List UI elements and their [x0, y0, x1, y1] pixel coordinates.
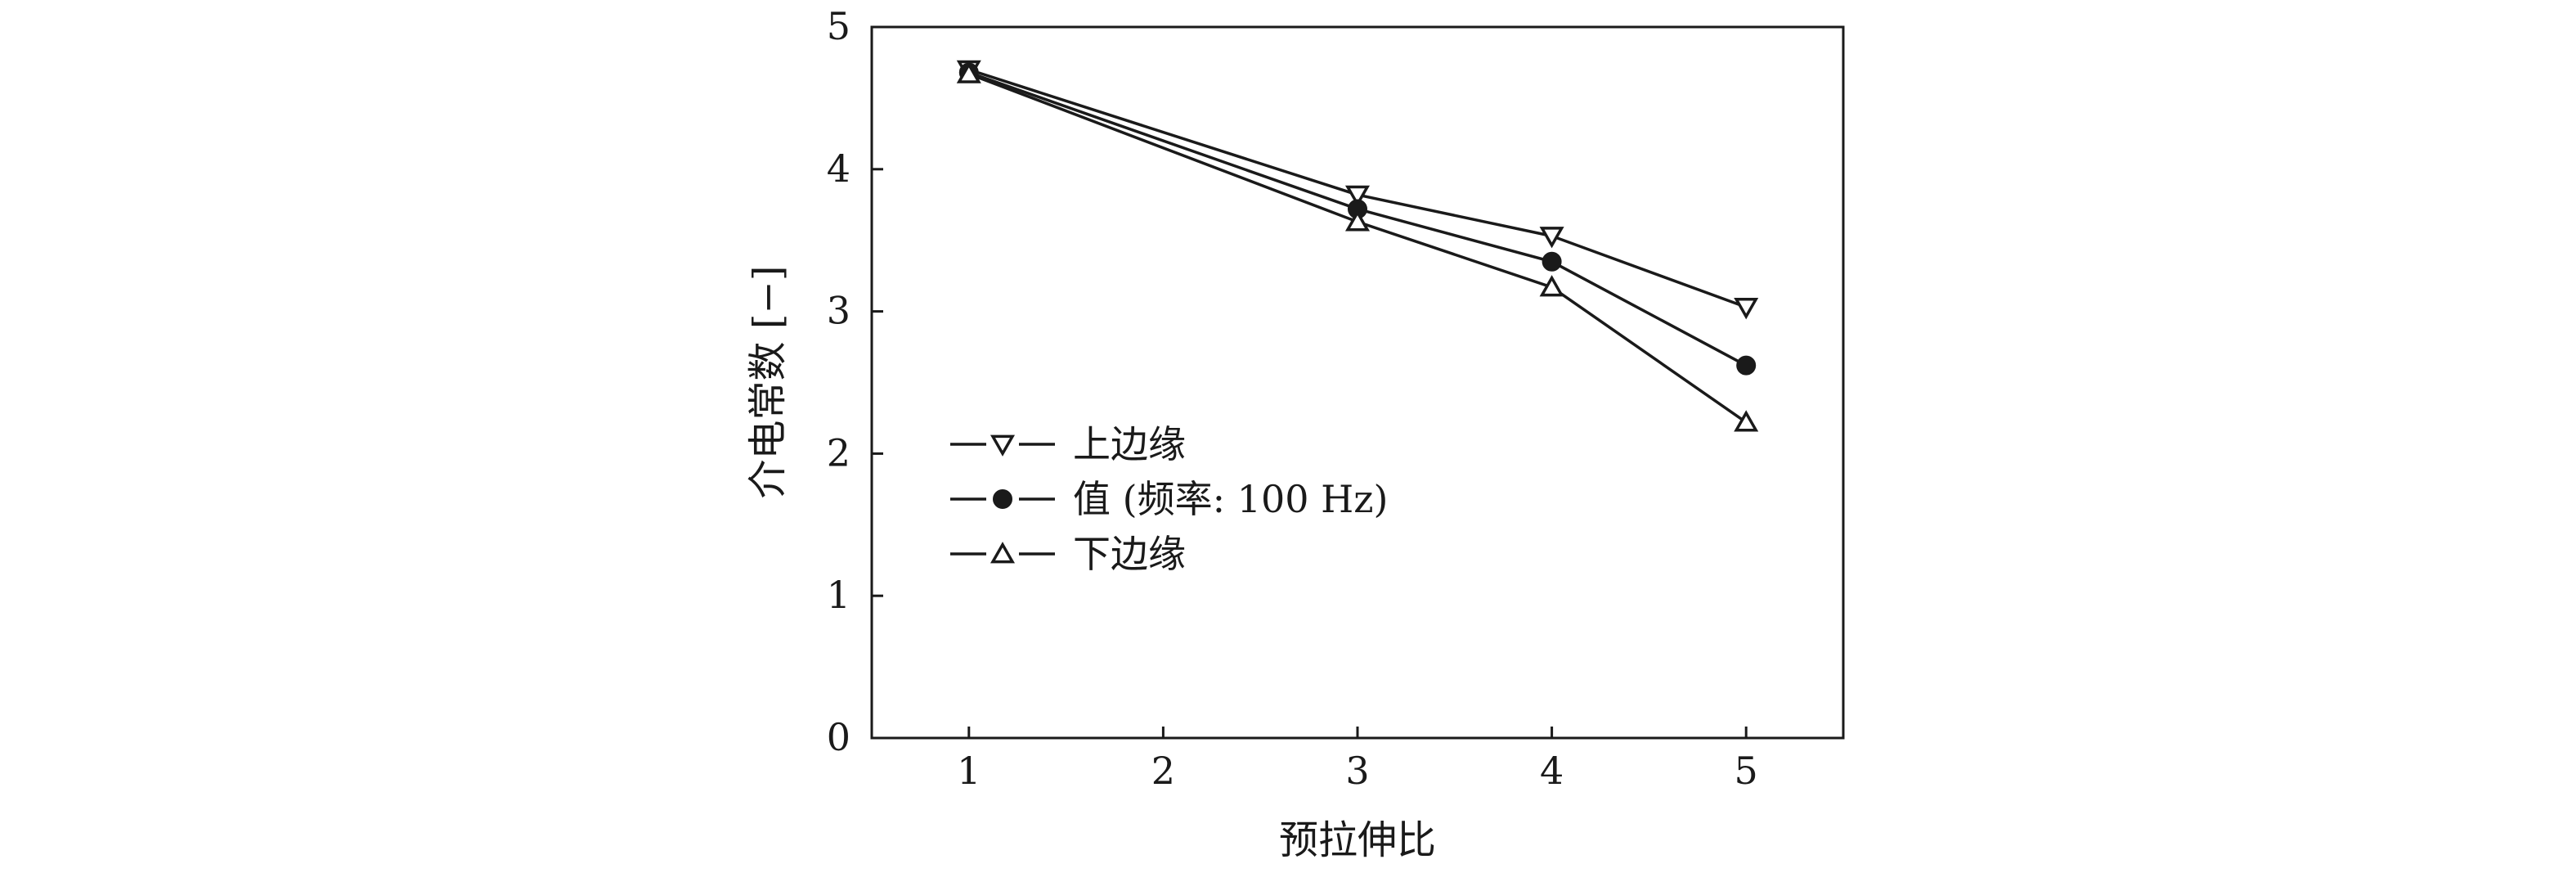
series-line: [968, 72, 1748, 424]
series-line: [968, 68, 1747, 309]
series-1: [956, 60, 1759, 320]
y-tick-label: 2: [827, 430, 850, 475]
y-tick-label: 4: [827, 146, 850, 191]
data-point: [1736, 355, 1757, 376]
data-point: [1734, 298, 1759, 320]
y-axis: 0 1 2 3 4 5: [827, 4, 883, 759]
data-point: [1542, 251, 1562, 272]
data-point: [1344, 209, 1371, 232]
series-line: [968, 70, 1748, 367]
x-tick-label: 5: [1735, 749, 1758, 793]
series-layer: [956, 60, 1759, 432]
plot-frame: [870, 25, 1845, 740]
legend-marker: [990, 542, 1016, 564]
x-tick-label: 4: [1540, 749, 1564, 793]
legend-item: 下边缘: [950, 532, 1186, 576]
data-point: [956, 61, 981, 83]
x-axis: 1 2 3 4 5: [957, 727, 1758, 793]
y-tick-label: 5: [827, 4, 850, 48]
x-axis-label: 预拉伸比: [1279, 817, 1436, 863]
data-point: [1539, 275, 1564, 297]
legend-label: 值 (频率: 100 Hz): [1073, 477, 1388, 521]
legend-label: 上边缘: [1073, 422, 1186, 466]
x-tick-label: 3: [1345, 749, 1369, 793]
data-point: [1344, 185, 1371, 208]
legend-marker: [993, 489, 1012, 509]
series-3: [956, 61, 1759, 432]
data-point: [1734, 410, 1759, 432]
y-tick-label: 3: [827, 289, 850, 333]
data-point: [1539, 227, 1564, 249]
legend-label: 下边缘: [1073, 532, 1186, 576]
legend-item: 上边缘: [950, 422, 1186, 466]
legend-marker: [990, 434, 1016, 457]
x-tick-label: 2: [1151, 749, 1175, 793]
y-tick-label: 1: [827, 573, 850, 617]
x-tick-label: 1: [957, 749, 981, 793]
y-axis-label: 介电常数 [−]: [745, 266, 791, 499]
legend-item: 值 (频率: 100 Hz): [950, 477, 1388, 521]
y-tick-label: 0: [827, 715, 850, 759]
